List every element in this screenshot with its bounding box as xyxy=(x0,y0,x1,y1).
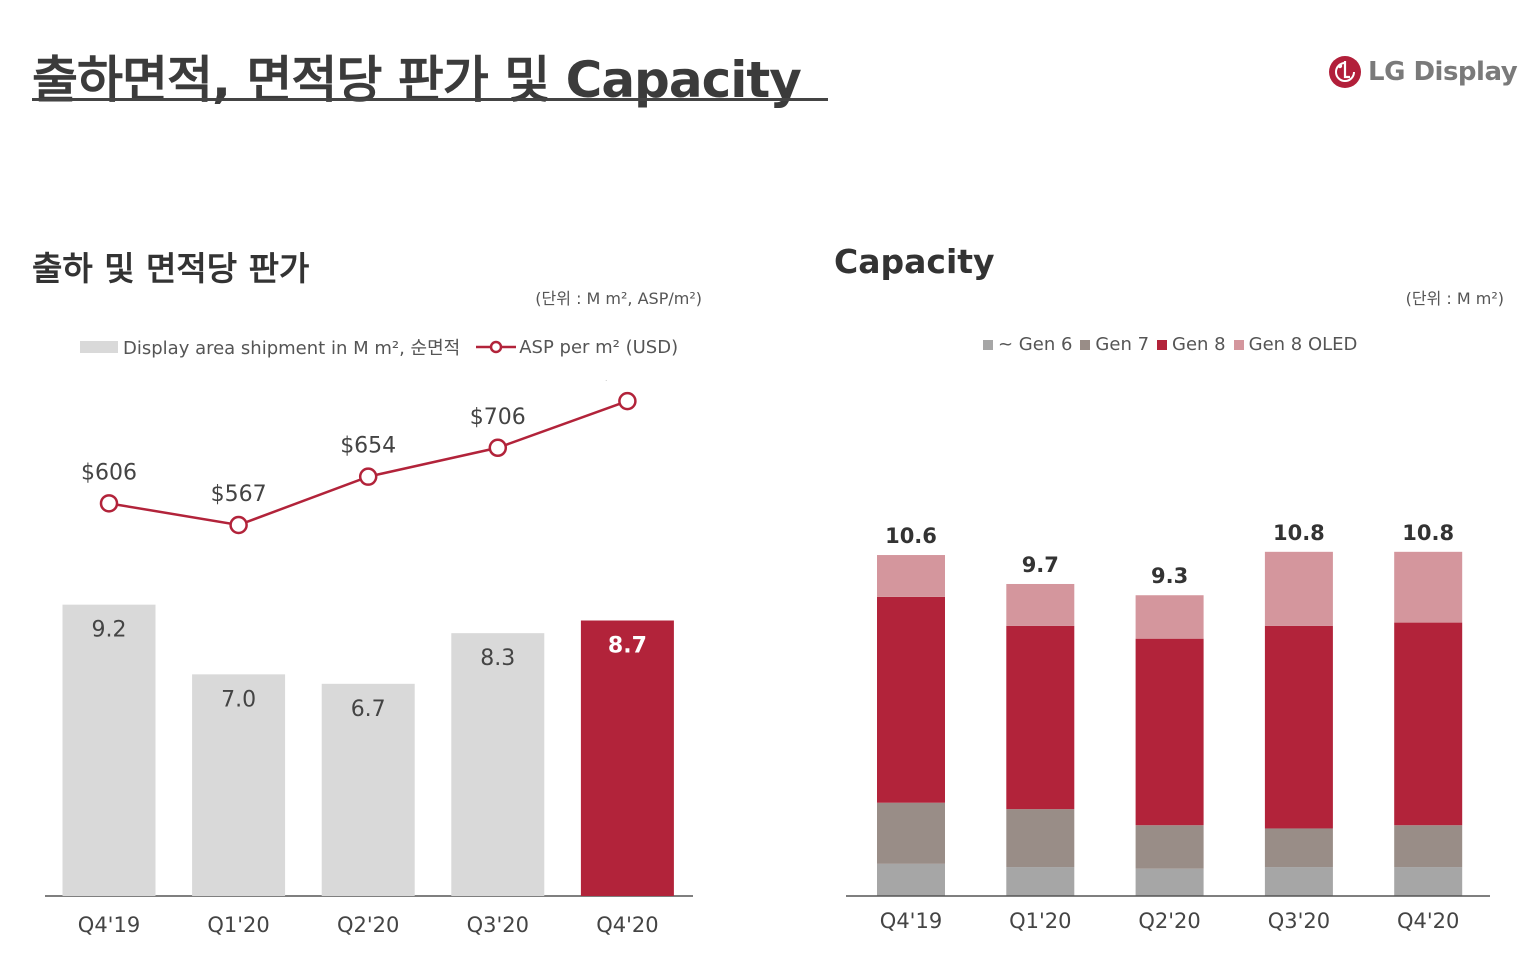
legend-swatch-asp xyxy=(476,340,517,354)
page-title: 출하면적, 면적당 판가 및 Capacity xyxy=(32,51,802,109)
capacity-legend-label: Gen 7 xyxy=(1095,334,1150,355)
x-tick-label: Q1'20 xyxy=(1009,909,1071,933)
legend-label-shipment: Display area shipment in M m², 순면적 xyxy=(123,338,461,359)
capacity-segment xyxy=(1006,867,1075,896)
shipment-bar xyxy=(580,620,674,896)
asp-value-label: $790 xyxy=(599,380,655,383)
capacity-segment xyxy=(1394,551,1463,623)
legend-swatch-shipment xyxy=(80,341,118,353)
capacity-segment xyxy=(1135,595,1204,639)
capacity-chart: 10.6 Q4'19 9.7 Q1'20 9.3 Q2'20 10.8 Q3'20 10.8 Q4… xyxy=(846,521,1490,933)
capacity-total-label: 10.8 xyxy=(1402,521,1454,545)
lg-display-logo: LG Display xyxy=(1328,55,1518,89)
capacity-segment xyxy=(1135,868,1204,896)
capacity-legend-item: ~ Gen 6 xyxy=(983,334,1072,355)
capacity-legend-swatch xyxy=(983,339,993,350)
capacity-legend-swatch xyxy=(1080,339,1091,350)
left-unit-note: (단위 : M m², ASP/m²) xyxy=(535,289,702,308)
capacity-segment xyxy=(877,802,945,864)
shipment-bar xyxy=(451,633,545,896)
asp-point xyxy=(488,438,508,458)
capacity-legend-label: Gen 8 xyxy=(1172,334,1226,355)
left-section-title: 출하 및 면적당 판가 xyxy=(32,249,310,288)
capacity-legend-item: Gen 8 OLED xyxy=(1233,334,1358,355)
capacity-legend-label: Gen 8 OLED xyxy=(1248,334,1358,355)
x-tick-label: Q2'20 xyxy=(337,913,399,937)
shipment-bar xyxy=(321,683,415,896)
x-tick-label: Q4'19 xyxy=(880,909,942,933)
x-tick-label: Q4'20 xyxy=(596,913,658,937)
capacity-segment xyxy=(877,596,945,803)
capacity-total-label: 10.6 xyxy=(885,524,937,548)
asp-line xyxy=(108,399,628,527)
left-legend: Display area shipment in M m², 순면적 ASP p… xyxy=(80,334,694,360)
shipment-bar xyxy=(192,674,286,896)
x-tick-label: Q3'20 xyxy=(467,913,529,937)
capacity-legend-item: Gen 7 xyxy=(1080,334,1149,355)
shipment-bar xyxy=(62,604,156,896)
capacity-segment xyxy=(877,555,945,597)
shipment-value-label: 9.2 xyxy=(92,618,127,643)
asp-value-label: $567 xyxy=(211,482,267,507)
capacity-segment xyxy=(1394,622,1463,826)
capacity-legend-swatch xyxy=(1233,339,1244,350)
capacity-total-label: 10.8 xyxy=(1273,521,1325,545)
capacity-total-label: 9.7 xyxy=(1022,553,1059,577)
capacity-total-label: 9.3 xyxy=(1151,564,1188,588)
capacity-segment xyxy=(1394,825,1463,868)
right-unit-note: (단위 : M m²) xyxy=(1405,289,1504,308)
capacity-segment xyxy=(1264,551,1333,626)
x-tick-label: Q1'20 xyxy=(207,913,269,937)
asp-point xyxy=(358,467,378,486)
asp-point xyxy=(618,391,637,411)
capacity-segment xyxy=(1264,828,1333,868)
capacity-segment xyxy=(1006,809,1075,868)
capacity-segment xyxy=(1135,638,1204,826)
logo-text: LG Display xyxy=(1368,57,1518,87)
x-tick-label: Q3'20 xyxy=(1268,909,1330,933)
right-legend: ~ Gen 6 Gen 7 Gen 8 Gen 8 OLED xyxy=(983,334,1365,355)
asp-point xyxy=(99,494,119,513)
x-tick-label: Q2'20 xyxy=(1138,909,1200,933)
capacity-segment xyxy=(1264,625,1333,829)
capacity-segment xyxy=(1006,583,1075,626)
asp-value-label: $654 xyxy=(340,434,396,459)
capacity-segment xyxy=(1135,825,1204,869)
capacity-segment xyxy=(877,863,945,896)
capacity-legend-swatch xyxy=(1157,339,1168,350)
title-underline xyxy=(32,98,828,101)
right-section-title: Capacity xyxy=(834,242,995,281)
capacity-legend-label: ~ Gen 6 xyxy=(998,334,1073,355)
shipment-value-label: 8.7 xyxy=(608,634,647,659)
capacity-segment xyxy=(1264,867,1333,896)
capacity-segment xyxy=(1006,625,1075,810)
shipment-asp-chart: 9.2 Q4'19 7.0 Q1'20 6.7 Q2'20 8.3 Q3'20 8.7 Q4'20… xyxy=(45,380,693,937)
x-tick-label: Q4'19 xyxy=(78,913,140,937)
capacity-segment xyxy=(1394,867,1463,896)
shipment-value-label: 6.7 xyxy=(351,697,386,722)
capacity-legend-item: Gen 8 xyxy=(1157,334,1226,355)
legend-item-shipment: Display area shipment in M m², 순면적 xyxy=(80,334,460,360)
asp-point xyxy=(229,515,248,535)
asp-value-label: $606 xyxy=(81,460,137,485)
asp-value-label: $706 xyxy=(470,405,526,430)
lg-logo-icon xyxy=(1329,56,1361,88)
legend-item-asp: ASP per m² (USD) xyxy=(476,337,678,358)
legend-label-asp: ASP per m² (USD) xyxy=(519,336,679,358)
shipment-value-label: 7.0 xyxy=(221,687,256,712)
x-tick-label: Q4'20 xyxy=(1397,909,1459,933)
shipment-value-label: 8.3 xyxy=(480,646,515,671)
